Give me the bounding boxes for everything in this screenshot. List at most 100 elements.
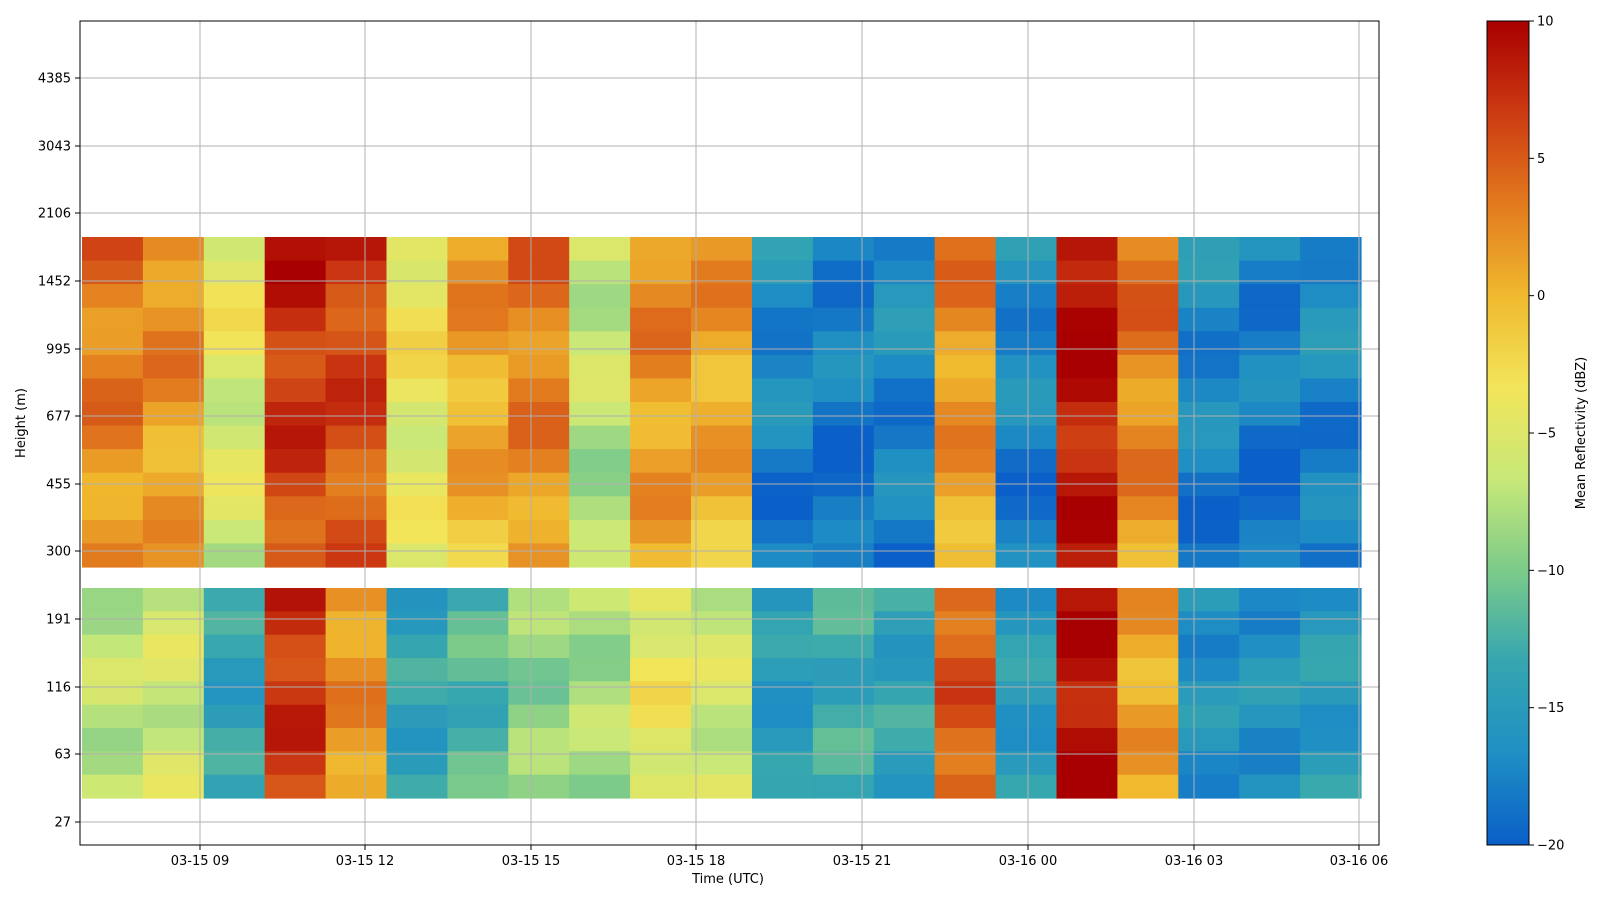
- y-tick-label: 995: [46, 343, 71, 358]
- heatmap-cell-lower: [995, 774, 1058, 799]
- heatmap-cell-upper: [691, 449, 753, 474]
- y-tick-label: 4385: [38, 72, 71, 87]
- heatmap-cell-upper: [1300, 237, 1362, 262]
- heatmap-cell-upper: [812, 425, 875, 450]
- heatmap-cell-lower: [1117, 588, 1179, 612]
- heatmap-cell-lower: [447, 634, 509, 659]
- heatmap-cell-upper: [447, 425, 509, 450]
- heatmap-cell-lower: [82, 681, 144, 706]
- heatmap-cell-upper: [82, 378, 144, 403]
- heatmap-cell-lower: [1117, 658, 1179, 682]
- heatmap-cell-upper: [142, 425, 205, 450]
- heatmap-cell-upper: [630, 307, 692, 332]
- heatmap-cell-upper: [447, 402, 509, 427]
- heatmap-cell-upper: [1117, 284, 1179, 309]
- heatmap-cell-lower: [812, 681, 875, 706]
- heatmap-cell-upper: [934, 472, 997, 497]
- heatmap-cell-upper: [812, 449, 875, 474]
- heatmap-cell-upper: [82, 543, 144, 568]
- heatmap-cell-upper: [264, 402, 327, 427]
- heatmap-cell-upper: [752, 237, 814, 262]
- heatmap-cell-lower: [873, 588, 936, 612]
- heatmap-cell-lower: [630, 751, 692, 776]
- heatmap-cell-lower: [569, 728, 631, 752]
- heatmap-cell-upper: [264, 354, 327, 380]
- heatmap-cell-lower: [203, 704, 266, 729]
- heatmap-cell-upper: [1239, 519, 1301, 545]
- heatmap-cell-lower: [1300, 588, 1362, 612]
- heatmap-cell-lower: [873, 751, 936, 776]
- heatmap-cell-lower: [630, 704, 692, 729]
- heatmap-cell-upper: [1056, 402, 1118, 427]
- heatmap-cell-upper: [203, 237, 266, 262]
- y-axis-label: Height (m): [14, 388, 29, 458]
- heatmap-cell-lower: [569, 704, 631, 729]
- heatmap-cell-upper: [203, 449, 266, 474]
- heatmap-cell-upper: [203, 519, 266, 545]
- heatmap-cell-lower: [812, 774, 875, 799]
- heatmap-cell-upper: [1117, 425, 1179, 450]
- heatmap-cell-upper: [82, 237, 144, 262]
- heatmap-cell-lower: [386, 751, 448, 776]
- heatmap-cell-upper: [264, 519, 327, 545]
- x-tick-label: 03-15 21: [833, 854, 891, 869]
- heatmap-cell-lower: [203, 728, 266, 752]
- heatmap-cell-upper: [1239, 472, 1301, 497]
- heatmap-cell-upper: [264, 331, 327, 356]
- heatmap-cell-lower: [1178, 681, 1240, 706]
- heatmap-cell-upper: [691, 354, 753, 380]
- heatmap-cell-upper: [82, 402, 144, 427]
- heatmap-cell-lower: [1056, 728, 1118, 752]
- heatmap-cell-lower: [508, 681, 570, 706]
- heatmap-cell-lower: [812, 751, 875, 776]
- heatmap-cell-upper: [569, 543, 631, 568]
- heatmap-cell-upper: [447, 519, 509, 545]
- heatmap-cell-upper: [447, 496, 509, 521]
- heatmap-cell-upper: [812, 543, 875, 568]
- heatmap-cell-lower: [386, 704, 448, 729]
- heatmap-cell-upper: [691, 425, 753, 450]
- heatmap-cell-upper: [264, 284, 327, 309]
- heatmap-cell-lower: [630, 634, 692, 659]
- heatmap-cell-upper: [569, 331, 631, 356]
- heatmap-cell-lower: [386, 588, 448, 612]
- heatmap-cell-upper: [82, 354, 144, 380]
- heatmap-cell-upper: [386, 378, 448, 403]
- heatmap-cell-lower: [203, 658, 266, 682]
- heatmap-cell-upper: [1178, 307, 1240, 332]
- heatmap-cell-upper: [691, 237, 753, 262]
- heatmap-cell-lower: [508, 658, 570, 682]
- heatmap-cell-upper: [873, 472, 936, 497]
- heatmap-cell-upper: [630, 449, 692, 474]
- heatmap-cell-upper: [447, 543, 509, 568]
- heatmap-cell-upper: [264, 425, 327, 450]
- heatmap-cell-lower: [752, 658, 814, 682]
- heatmap-cell-upper: [569, 519, 631, 545]
- heatmap-cell-upper: [1178, 425, 1240, 450]
- heatmap-cell-lower: [691, 634, 753, 659]
- heatmap-cell-upper: [873, 519, 936, 545]
- heatmap-cell-upper: [1056, 331, 1118, 356]
- heatmap-cell-lower: [630, 774, 692, 799]
- colorbar-ticks: −20 −15 −10 −5 0 5 10: [1529, 15, 1564, 854]
- heatmap-cell-upper: [873, 496, 936, 521]
- heatmap-cell-upper: [569, 496, 631, 521]
- heatmap-cell-lower: [447, 588, 509, 612]
- heatmap-cell-upper: [934, 331, 997, 356]
- heatmap-cell-upper: [630, 284, 692, 309]
- heatmap-cell-upper: [386, 496, 448, 521]
- heatmap-cell-upper: [995, 402, 1058, 427]
- heatmap-cell-upper: [447, 331, 509, 356]
- heatmap-cell-upper: [995, 237, 1058, 262]
- heatmap-cell-upper: [142, 331, 205, 356]
- heatmap-cell-lower: [325, 774, 388, 799]
- heatmap-cell-upper: [995, 449, 1058, 474]
- heatmap-cell-upper: [812, 402, 875, 427]
- heatmap-cell-lower: [325, 704, 388, 729]
- heatmap-cell-upper: [1300, 449, 1362, 474]
- heatmap-cell-upper: [630, 237, 692, 262]
- heatmap-cell-upper: [386, 354, 448, 380]
- heatmap-cell-upper: [1300, 307, 1362, 332]
- colorbar-tick-label: −5: [1537, 427, 1556, 442]
- heatmap-cell-upper: [934, 237, 997, 262]
